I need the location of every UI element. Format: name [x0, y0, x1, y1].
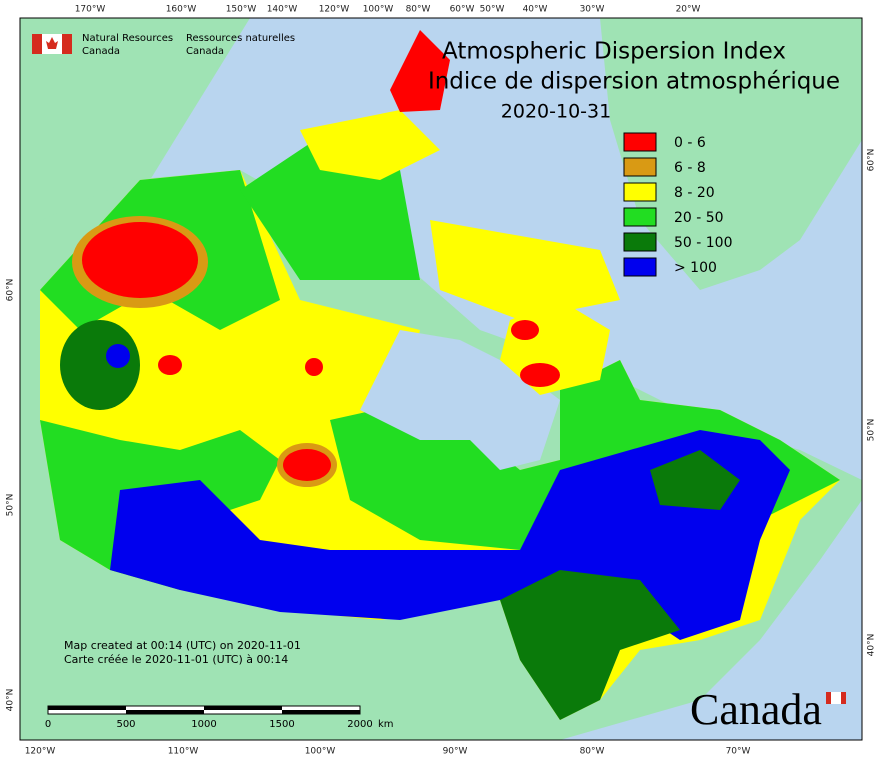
date: 2020-10-31: [501, 101, 611, 123]
island-yellow: [300, 110, 440, 180]
grat-right: 50°N: [867, 419, 877, 442]
scale-bar: [47, 705, 361, 715]
grat-bottom: 70°W: [726, 747, 751, 757]
title: Atmospheric Dispersion Index: [442, 39, 786, 65]
grat-bottom: 120°W: [25, 747, 56, 757]
legend-label: 0 - 6: [674, 135, 706, 151]
grat-left: 40°N: [6, 689, 16, 712]
scale-tick: 0: [45, 719, 51, 730]
region-red: [520, 363, 560, 387]
flag-field: [831, 692, 841, 704]
region-darkgreen: [60, 320, 140, 410]
grat-top: 50°W: [480, 5, 505, 15]
scale-tick: 1500: [269, 719, 294, 730]
canada-flag-mark: [826, 692, 846, 704]
scale-tick: 1000: [191, 719, 216, 730]
grat-right: 40°N: [867, 634, 877, 657]
legend-label: 8 - 20: [674, 185, 715, 201]
region-darkgreen: [500, 570, 680, 720]
region-red: [283, 449, 331, 481]
legend-swatch: [623, 207, 657, 227]
credit: Map created at 00:14 (UTC) on 2020-11-01: [64, 639, 301, 652]
greenland: [600, 18, 862, 290]
grat-top: 80°W: [406, 5, 431, 15]
grat-top: 20°W: [676, 5, 701, 15]
region-red: [305, 358, 323, 376]
scale-seg: [48, 706, 126, 710]
grat-top: 150°W: [226, 5, 257, 15]
region-red: [511, 320, 539, 340]
region-blue: [106, 344, 130, 368]
scale-seg: [204, 706, 282, 710]
legend-swatch: [623, 157, 657, 177]
legend-swatch: [623, 132, 657, 152]
grat-top: 140°W: [267, 5, 298, 15]
grat-top: 120°W: [319, 5, 350, 15]
flag-bar: [32, 34, 42, 54]
grat-bottom: 100°W: [305, 747, 336, 757]
credit: Carte créée le 2020-11-01 (UTC) à 00:14: [64, 653, 288, 666]
nrcan-logo: [32, 34, 72, 54]
scale-seg: [126, 710, 204, 714]
legend-label: > 100: [674, 260, 717, 276]
grat-bottom: 90°W: [443, 747, 468, 757]
legend-label: 20 - 50: [674, 210, 724, 226]
grat-bottom: 110°W: [168, 747, 199, 757]
scale-seg: [282, 710, 360, 714]
legend-swatch: [623, 257, 657, 277]
grat-top: 100°W: [363, 5, 394, 15]
agency-fr: Canada: [186, 46, 224, 57]
wordmark: Canada: [690, 685, 822, 734]
legend-label: 6 - 8: [674, 160, 706, 176]
map-area: [20, 18, 862, 740]
island-red: [390, 30, 450, 112]
grat-top: 60°W: [450, 5, 475, 15]
grat-top: 170°W: [75, 5, 106, 15]
flag-bar: [62, 34, 72, 54]
legend-swatch: [623, 232, 657, 252]
region-red: [158, 355, 182, 375]
legend-label: 50 - 100: [674, 235, 733, 251]
subtitle: Indice de dispersion atmosphérique: [428, 69, 840, 95]
agency-en: Canada: [82, 46, 120, 57]
grat-top: 160°W: [166, 5, 197, 15]
grat-top: 40°W: [523, 5, 548, 15]
agency-en: Natural Resources: [82, 33, 173, 44]
scale-tick: 500: [116, 719, 135, 730]
region-red: [82, 222, 198, 298]
grat-top: 30°W: [580, 5, 605, 15]
flag-leaf: [46, 37, 58, 49]
grat-left: 60°N: [6, 279, 16, 302]
map-border: [19, 17, 863, 741]
region-darkgreen: [650, 450, 740, 510]
legend-swatch: [623, 182, 657, 202]
scale-unit: km: [378, 719, 394, 730]
grat-bottom: 80°W: [580, 747, 605, 757]
grat-left: 50°N: [6, 494, 16, 517]
island-yellow: [430, 220, 620, 320]
scale-tick: 2000: [347, 719, 372, 730]
grat-right: 60°N: [867, 149, 877, 172]
agency-fr: Ressources naturelles: [186, 33, 295, 44]
